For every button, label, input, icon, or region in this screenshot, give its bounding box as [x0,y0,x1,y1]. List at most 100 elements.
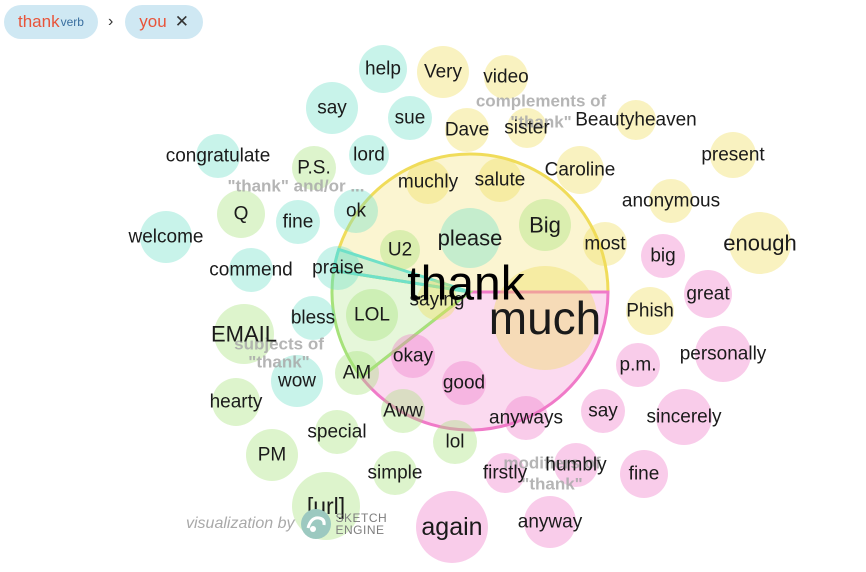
word-bubble-caroline[interactable] [556,146,604,194]
word-label-much[interactable]: much [489,292,601,344]
word-label-video[interactable]: video [483,67,528,88]
word-bubble-lol[interactable] [346,289,398,341]
word-bubble-p-m[interactable] [616,343,660,387]
word-label-aww[interactable]: Aww [383,401,423,422]
word-label-enough[interactable]: enough [723,231,796,256]
word-bubble-special[interactable] [315,410,359,454]
word-bubble-okay[interactable] [391,334,435,378]
word-label-simple[interactable]: simple [368,463,423,484]
word-label-p-m[interactable]: p.m. [620,355,657,376]
word-label-dave[interactable]: Dave [445,120,489,141]
word-label-caroline[interactable]: Caroline [545,160,616,181]
word-label-sue[interactable]: sue [395,108,426,129]
word-bubble-big[interactable] [519,199,571,251]
word-label-lol[interactable]: LOL [354,305,390,326]
word-label-lord[interactable]: lord [353,145,385,166]
chip-thank-verb[interactable]: thank verb [4,5,98,39]
word-label-anonymous[interactable]: anonymous [622,191,720,212]
word-label-great[interactable]: great [686,284,730,305]
word-bubble-sincerely[interactable] [656,389,712,445]
word-bubble-fine[interactable] [276,200,320,244]
word-label-firstly[interactable]: firstly [483,463,528,484]
chip-you[interactable]: you ✕ [125,5,203,39]
word-bubble-aww[interactable] [381,389,425,433]
word-bubble-please[interactable] [440,208,500,268]
word-bubble-phish[interactable] [626,287,674,335]
word-bubble-fine[interactable] [620,450,668,498]
word-bubble-say[interactable] [581,389,625,433]
word-label-q[interactable]: Q [234,204,249,225]
word-label-help[interactable]: help [365,59,401,80]
word-label-fine[interactable]: fine [629,464,660,485]
word-label-say[interactable]: say [317,98,347,119]
word-bubble-anyways[interactable] [504,396,548,440]
word-bubble-bless[interactable] [291,296,335,340]
word-label-big[interactable]: Big [529,213,561,238]
word-bubble-congratulate[interactable] [196,134,240,178]
word-bubble-wow[interactable] [271,355,323,407]
word-bubble-simple[interactable] [373,451,417,495]
word-label-salute[interactable]: salute [475,170,526,191]
word-label-sister[interactable]: sister [504,118,550,139]
word-bubble-commend[interactable] [229,248,273,292]
word-label-humbly[interactable]: humbly [545,455,607,476]
word-label-good[interactable]: good [443,373,485,394]
word-label-email[interactable]: EMAIL [211,322,277,347]
word-label-fine[interactable]: fine [283,212,314,233]
word-label-p-s[interactable]: P.S. [297,158,330,179]
word-bubble-big[interactable] [641,234,685,278]
word-bubble-anyway[interactable] [524,496,576,548]
word-bubble-muchly[interactable] [406,160,450,204]
word-bubble-email[interactable] [214,304,274,364]
word-bubble-personally[interactable] [695,326,751,382]
word-label-bless[interactable]: bless [291,308,335,329]
word-label-beautyheaven[interactable]: Beautyheaven [575,110,697,131]
word-label-lol[interactable]: lol [445,432,464,453]
word-label-wow[interactable]: wow [277,371,316,392]
word-bubble-lol[interactable] [433,420,477,464]
word-label-hearty[interactable]: hearty [210,392,263,413]
word-bubble-humbly[interactable] [554,443,598,487]
close-icon[interactable]: ✕ [174,12,189,31]
word-bubble-good[interactable] [442,361,486,405]
word-bubble-firstly[interactable] [485,453,525,493]
word-bubble-q[interactable] [217,190,265,238]
word-bubble-pm[interactable] [246,429,298,481]
word-label-pm[interactable]: PM [258,445,287,466]
word-bubble-saying[interactable] [417,280,457,320]
word-bubble-beautyheaven[interactable] [616,100,656,140]
word-bubble-lord[interactable] [349,135,389,175]
word-bubble-ok[interactable] [334,189,378,233]
word-label-ok[interactable]: ok [346,201,367,222]
word-label-muchly[interactable]: muchly [398,172,459,193]
word-label-phish[interactable]: Phish [626,301,674,322]
word-bubble-video[interactable] [484,55,528,99]
word-label-personally[interactable]: personally [680,344,767,365]
word-label-anyways[interactable]: anyways [489,408,563,429]
word-bubble-very[interactable] [417,46,469,98]
word-bubble-enough[interactable] [729,212,791,274]
word-label-present[interactable]: present [701,145,765,166]
word-label-very[interactable]: Very [424,62,463,83]
word-bubble-sue[interactable] [388,96,432,140]
word-bubble-much[interactable] [493,266,597,370]
word-bubble-hearty[interactable] [212,378,260,426]
word-bubble-praise[interactable] [316,246,360,290]
word-label-please[interactable]: please [438,226,503,251]
word-label-anyway[interactable]: anyway [518,512,583,533]
word-label-welcome[interactable]: welcome [128,227,204,248]
word-bubble-anonymous[interactable] [649,179,693,223]
word-label-special[interactable]: special [307,422,366,443]
word-label-big[interactable]: big [650,246,675,267]
word-label-saying[interactable]: saying [410,290,465,311]
word-bubble-great[interactable] [684,270,732,318]
word-label-most[interactable]: most [584,234,626,255]
word-bubble-am[interactable] [335,351,379,395]
word-bubble-present[interactable] [710,132,756,178]
word-label-sincerely[interactable]: sincerely [647,407,722,428]
word-label-praise[interactable]: praise [312,258,364,279]
word-bubble-again[interactable] [416,491,488,563]
word-bubble-help[interactable] [359,45,407,93]
word-bubble-most[interactable] [583,222,627,266]
word-label-say[interactable]: say [588,401,618,422]
